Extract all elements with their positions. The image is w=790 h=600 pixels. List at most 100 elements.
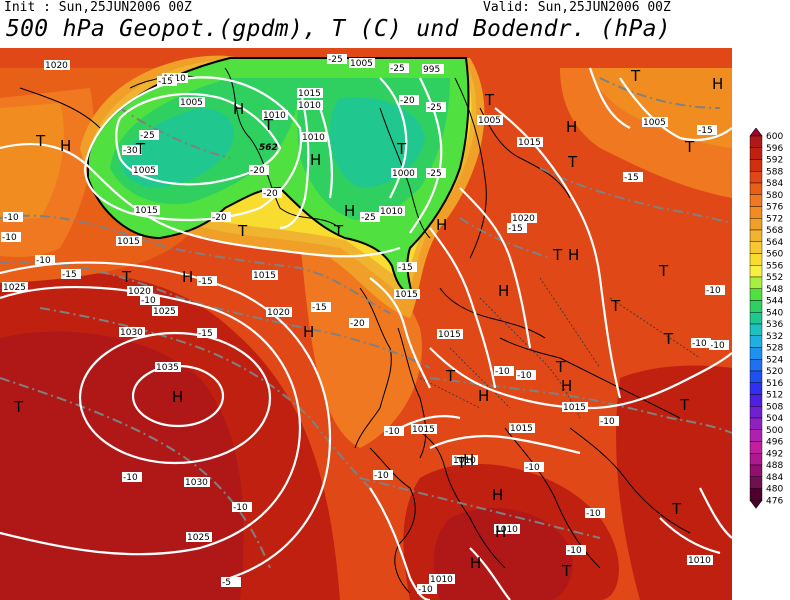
temperature-label: -15: [158, 77, 173, 87]
colorbar-swatch: [749, 476, 763, 489]
pressure-label: 1005: [180, 98, 203, 108]
pressure-label: 1030: [120, 328, 143, 338]
high-marker: H: [561, 377, 572, 395]
low-marker: T: [658, 262, 669, 280]
temperature-labels: -25 -25 -25 -30 -20 -20 -25 -20 -20 -25 …: [1, 54, 729, 595]
colorbar-swatch: [749, 453, 763, 466]
temperature-label: -20: [350, 319, 365, 329]
low-marker: T: [663, 330, 674, 348]
temperature-label: -15: [62, 270, 77, 280]
high-marker: H: [60, 137, 71, 155]
colorbar-label: 480: [766, 485, 783, 495]
temperature-label: -30: [123, 146, 138, 156]
colorbar-label: 484: [766, 473, 783, 483]
high-marker: H: [498, 282, 509, 300]
pressure-label: 1000: [392, 169, 415, 179]
valid-time: Valid: Sun,25JUN2006 00Z: [483, 0, 671, 15]
colorbar-swatch: [749, 229, 763, 242]
pressure-label: 1010: [302, 133, 325, 143]
colorbar-swatch: [749, 288, 763, 301]
high-marker: H: [172, 388, 183, 406]
colorbar-swatch: [749, 265, 763, 278]
low-marker: T: [445, 367, 456, 385]
colorbar-swatch: [749, 206, 763, 219]
temperature-label: -15: [508, 224, 523, 234]
colorbar-label: 500: [766, 426, 783, 436]
temperature-label: -10: [525, 463, 540, 473]
low-marker: T: [610, 297, 621, 315]
temperature-label: -10: [495, 367, 510, 377]
colorbar-label: 508: [766, 402, 783, 412]
colorbar-swatch: [749, 417, 763, 430]
colorbar-swatch: [749, 359, 763, 372]
colorbar-label: 504: [766, 414, 783, 424]
low-marker: T: [121, 268, 132, 286]
pressure-label: 1010: [430, 575, 453, 585]
colorbar-swatch: [749, 300, 763, 313]
temperature-label: -25: [328, 55, 343, 65]
map-title: 500 hPa Geopot.(gpdm), T (C) und Bodendr…: [6, 16, 671, 42]
temperature-label: -10: [374, 471, 389, 481]
high-markers: H H H H H H H H H H H H H H H H H H: [60, 75, 723, 572]
temperature-label: -10: [141, 296, 156, 306]
pressure-label: 1015: [510, 424, 533, 434]
pressure-label: 1015: [253, 271, 276, 281]
height-label-562: 562: [259, 143, 278, 153]
colorbar-swatch: [749, 194, 763, 207]
colorbar-label: 544: [766, 297, 783, 307]
temperature-label: -15: [198, 277, 213, 287]
colorbar-swatch: [749, 488, 763, 501]
high-marker: H: [495, 523, 506, 541]
pressure-label: 1005: [478, 116, 501, 126]
temperature-label: -20: [250, 166, 265, 176]
temperature-label: -10: [123, 473, 138, 483]
low-marker: T: [555, 358, 566, 376]
high-marker: H: [310, 151, 321, 169]
low-marker: T: [263, 116, 274, 134]
temperature-label: -20: [263, 189, 278, 199]
low-marker: T: [679, 396, 690, 414]
pressure-label: 1015: [563, 403, 586, 413]
colorbar-label: 528: [766, 344, 783, 354]
low-marker: T: [135, 140, 146, 158]
colorbar-label: 552: [766, 273, 783, 283]
colorbar-bottom-arrow: [749, 499, 763, 509]
colorbar-label: 488: [766, 461, 783, 471]
pressure-label: 1010: [688, 556, 711, 566]
pressure-label: 1020: [128, 287, 151, 297]
colorbar-label: 512: [766, 391, 783, 401]
colorbar-label: 600: [766, 132, 783, 142]
colorbar-swatch: [749, 429, 763, 442]
high-marker: H: [492, 486, 503, 504]
fill-592-south: [433, 508, 573, 600]
colorbar-swatch: [749, 464, 763, 477]
low-marker: T: [630, 67, 641, 85]
temperature-label: -10: [692, 339, 707, 349]
colorbar-label: 476: [766, 496, 783, 506]
pressure-label: 1010: [495, 525, 518, 535]
colorbar-swatch: [749, 441, 763, 454]
high-marker: H: [470, 554, 481, 572]
pressure-label: 1015: [438, 330, 461, 340]
high-marker: H: [568, 246, 579, 264]
temperature-label: -25: [427, 169, 442, 179]
pressure-label: 1015: [135, 206, 158, 216]
low-marker: T: [35, 132, 46, 150]
colorbar-swatch: [749, 335, 763, 348]
colorbar-swatch: [749, 218, 763, 231]
temperature-label: -15: [198, 329, 213, 339]
temperature-label: -10: [567, 546, 582, 556]
low-marker: T: [396, 140, 407, 158]
temperature-label: -10: [706, 286, 721, 296]
map-svg: 562 1020 1010 1005 1005 1010 1005 995 10…: [0, 48, 732, 600]
colorbar-swatch: [749, 347, 763, 360]
low-marker: T: [567, 153, 578, 171]
colorbar-swatch: [749, 382, 763, 395]
pressure-label: 1010: [298, 101, 321, 111]
pressure-label: 1025: [153, 307, 176, 317]
temperature-label: -25: [390, 64, 405, 74]
temperature-label: -25: [427, 103, 442, 113]
high-marker: H: [303, 323, 314, 341]
colorbar-swatch: [749, 159, 763, 172]
colorbar-swatch: [749, 323, 763, 336]
